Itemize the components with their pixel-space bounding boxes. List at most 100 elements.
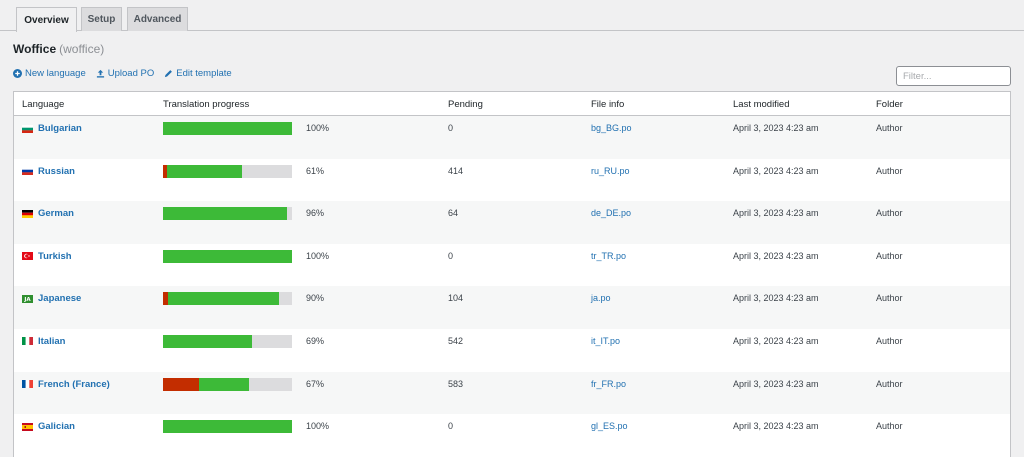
progress-percent: 100%: [306, 250, 330, 261]
language-link[interactable]: Galician: [22, 421, 75, 432]
file-link[interactable]: fr_FR.po: [591, 378, 627, 389]
last-modified: April 3, 2023 4:23 am: [733, 250, 819, 261]
table-row: German 96% 64 de_DE.po April 3, 2023 4:23 am…: [14, 201, 1010, 244]
tab-advanced[interactable]: Advanced: [127, 7, 188, 31]
last-modified: April 3, 2023 4:23 am: [733, 421, 819, 432]
edit-template-link[interactable]: Edit template: [164, 68, 232, 79]
file-link[interactable]: de_DE.po: [591, 208, 632, 219]
tab-bar: Overview Setup Advanced: [0, 0, 1024, 32]
pending-count: 0: [448, 250, 454, 261]
file-link[interactable]: tr_TR.po: [591, 250, 627, 261]
progress-done-segment: [163, 122, 292, 135]
language-name: Japanese: [38, 293, 82, 305]
progress-percent: 90%: [306, 293, 325, 304]
table-body: Bulgarian 100% 0 bg_BG.po April 3, 2023 4:23…: [14, 116, 1010, 457]
tab-overview[interactable]: Overview: [16, 7, 77, 32]
progress-fuzzy-segment: [163, 164, 167, 178]
language-link[interactable]: French (France): [22, 379, 110, 390]
table-row: Turkish 100% 0 tr_TR.po April 3, 2023 4:23 a…: [14, 244, 1010, 287]
edit-template-label: Edit template: [176, 68, 232, 79]
folder-name: Author: [876, 293, 903, 304]
new-language-label: New language: [25, 68, 86, 79]
progress-percent: 100%: [306, 421, 330, 432]
column-header-language[interactable]: Language: [22, 99, 65, 110]
translation-progress-bar: [163, 420, 292, 434]
fr-flag-icon: [22, 380, 33, 389]
folder-name: Author: [876, 250, 903, 261]
plus-circle-icon: [13, 69, 22, 78]
last-modified: April 3, 2023 4:23 am: [733, 378, 819, 389]
column-header-folder[interactable]: Folder: [876, 99, 903, 110]
folder-name: Author: [876, 421, 903, 432]
folder-name: Author: [876, 165, 903, 176]
table-row: Bulgarian 100% 0 bg_BG.po April 3, 2023 4:23…: [14, 116, 1010, 159]
pending-count: 583: [448, 378, 464, 389]
file-link[interactable]: ru_RU.po: [591, 165, 630, 176]
column-header-file-info[interactable]: File info: [591, 99, 625, 110]
language-link[interactable]: Russian: [22, 166, 75, 177]
translation-progress-bar: [163, 292, 292, 306]
language-name: French (France): [38, 378, 110, 390]
table-row: Russian 61% 414 ru_RU.po April 3, 2023 4:23 …: [14, 159, 1010, 202]
upload-po-link[interactable]: Upload PO: [96, 68, 154, 79]
column-header-last-modified[interactable]: Last modified: [733, 99, 790, 110]
folder-name: Author: [876, 208, 903, 219]
ja-flag-icon: JA: [22, 294, 33, 303]
language-name: Italian: [38, 335, 66, 347]
language-link[interactable]: Italian: [22, 336, 65, 347]
last-modified: April 3, 2023 4:23 am: [733, 293, 819, 304]
translation-progress-bar: [163, 122, 292, 135]
language-name: Turkish: [38, 250, 72, 262]
new-language-link[interactable]: New language: [13, 68, 86, 79]
file-link[interactable]: ja.po: [591, 293, 611, 304]
language-link[interactable]: Bulgarian: [22, 123, 82, 134]
pending-count: 0: [448, 421, 454, 432]
page-title: Woffice (woffice): [13, 42, 104, 56]
project-slug: (woffice): [59, 42, 105, 56]
upload-icon: [96, 69, 105, 78]
progress-fuzzy-segment: [163, 292, 169, 306]
pending-count: 104: [448, 293, 464, 304]
translation-progress-bar: [163, 207, 292, 221]
last-modified: April 3, 2023 4:23 am: [733, 123, 819, 133]
table-row: French (France) 67% 583 fr_FR.po April 3, 20…: [14, 371, 1010, 415]
file-link[interactable]: bg_BG.po: [591, 123, 632, 133]
progress-percent: 69%: [306, 335, 325, 346]
progress-done-segment: [166, 164, 242, 178]
last-modified: April 3, 2023 4:23 am: [733, 208, 819, 219]
de-flag-icon: [22, 209, 33, 218]
last-modified: April 3, 2023 4:23 am: [733, 165, 819, 176]
column-header-progress[interactable]: Translation progress: [163, 99, 250, 110]
table-row: Italian 69% 542 it_IT.po April 3, 2023 4:23 …: [14, 329, 1010, 372]
translation-progress-bar: [163, 377, 292, 391]
progress-percent: 67%: [306, 378, 325, 389]
tab-setup[interactable]: Setup: [81, 7, 122, 31]
pending-count: 64: [448, 208, 459, 219]
translation-progress-bar: [163, 249, 292, 263]
folder-name: Author: [876, 378, 903, 389]
translation-progress-bar: [163, 334, 292, 348]
language-link[interactable]: Turkish: [22, 251, 72, 262]
bg-flag-icon: [22, 124, 33, 133]
pencil-icon: [164, 69, 173, 78]
pending-count: 542: [448, 335, 464, 346]
filter-input[interactable]: [896, 66, 1011, 86]
language-link[interactable]: JA Japanese: [22, 293, 81, 304]
tr-flag-icon: [22, 252, 33, 261]
ru-flag-icon: [22, 167, 33, 176]
progress-done-segment: [168, 292, 280, 306]
progress-done-segment: [163, 334, 252, 348]
action-links: New language Upload PO Edit template: [13, 68, 232, 79]
progress-done-segment: [163, 420, 292, 434]
pending-count: 414: [448, 165, 464, 176]
progress-percent: 100%: [306, 123, 330, 133]
column-header-pending[interactable]: Pending: [448, 99, 483, 110]
language-name: German: [38, 208, 74, 220]
file-link[interactable]: gl_ES.po: [591, 421, 628, 432]
file-link[interactable]: it_IT.po: [591, 335, 621, 346]
table-row: JA Japanese 90% 104 ja.po April 3, 2023 4:23 …: [14, 286, 1010, 329]
language-name: Russian: [38, 165, 75, 177]
progress-percent: 61%: [306, 165, 325, 176]
languages-table: Language Translation progress Pending Fi…: [13, 91, 1011, 457]
language-link[interactable]: German: [22, 208, 74, 219]
